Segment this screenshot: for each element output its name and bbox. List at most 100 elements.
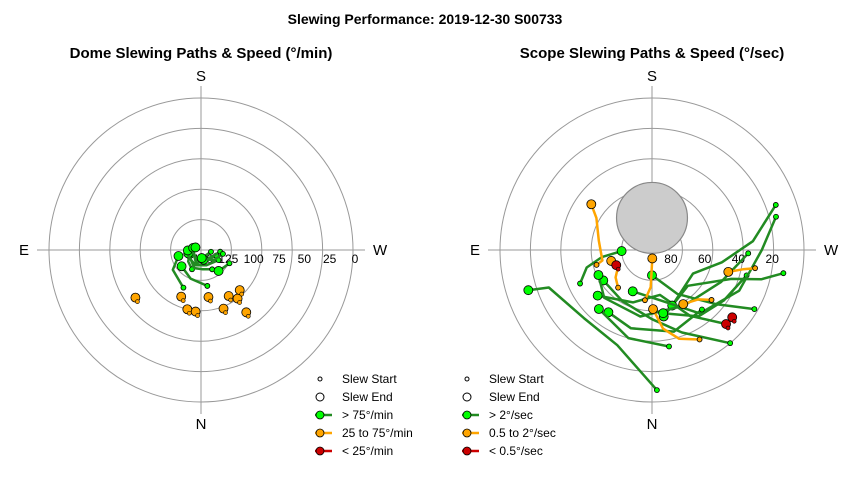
cardinal-bottom: N <box>647 416 658 433</box>
cardinal-left: E <box>470 242 480 259</box>
legend-marker-mid <box>462 428 472 438</box>
slew-end-marker <box>593 304 604 314</box>
cardinal-bottom: N <box>196 416 207 433</box>
slew-path-15 <box>590 203 604 266</box>
radial-tick-label: 60 <box>698 252 712 266</box>
slew-point-start-9 <box>135 299 140 304</box>
slew-start-marker <box>772 202 779 208</box>
slew-end-marker <box>616 246 627 256</box>
slew-start-marker <box>204 283 211 289</box>
slew-end-marker <box>647 253 658 264</box>
slew-start-marker <box>699 306 705 313</box>
slew-point-start-5 <box>195 313 200 318</box>
slew-path-8 <box>632 216 778 315</box>
slew-path-11 <box>578 249 622 284</box>
slew-path-5 <box>671 204 777 307</box>
slew-start-marker <box>727 340 734 347</box>
legend-label: < 0.5°/sec <box>489 444 543 458</box>
slew-path-16 <box>682 298 712 306</box>
slew-end-marker <box>627 286 638 297</box>
slew-path-13 <box>643 258 654 301</box>
radial-tick-label: 20 <box>766 252 780 266</box>
legend-marker-slow <box>315 446 325 456</box>
slew-start-marker <box>220 250 226 257</box>
slew-start-marker <box>642 297 648 304</box>
slew-start-marker <box>745 250 752 257</box>
slew-path-7 <box>180 265 208 288</box>
legend: Slew Start Slew End > 2°/sec 0.5 to 2°/sec <… <box>462 372 556 458</box>
slew-end-marker <box>658 308 669 319</box>
slew-point-start-1 <box>731 319 737 324</box>
radial-tick-label: 75 <box>272 252 286 266</box>
legend-marker-fast <box>315 410 325 420</box>
radial-tick-label: 25 <box>323 252 337 266</box>
radial-tick-label: 80 <box>664 252 678 266</box>
slew-point-start-0 <box>208 298 213 304</box>
dome-polar-chart: Dome Slewing Paths & Speed (°/min)SNEW15… <box>19 45 413 458</box>
slew-start-marker <box>615 284 621 291</box>
slew-point-start-4 <box>245 314 251 319</box>
legend-start-marker <box>464 376 470 382</box>
legend-label: Slew End <box>342 390 393 404</box>
legend-end-marker <box>315 392 325 402</box>
slew-path-9 <box>607 308 703 333</box>
legend-label: Slew Start <box>342 372 397 386</box>
legend: Slew Start Slew End > 75°/min 25 to 75°/min… <box>315 372 413 458</box>
legend-label: Slew Start <box>489 372 544 386</box>
legend-end-marker <box>462 392 472 402</box>
scope-polar-chart: Scope Slewing Paths & Speed (°/sec) S N E W 8… <box>462 45 839 458</box>
cardinal-right: W <box>824 242 839 259</box>
slew-start-marker <box>752 265 759 272</box>
slew-path-7 <box>662 274 748 318</box>
slew-point-start-0 <box>725 325 731 331</box>
legend-label: > 2°/sec <box>489 408 533 422</box>
slew-point-start-8 <box>239 291 245 297</box>
slew-end-marker <box>196 253 207 263</box>
slew-end-marker <box>592 290 603 301</box>
slew-end-marker <box>173 251 184 261</box>
slew-path-0 <box>528 286 658 391</box>
slew-point-start-6 <box>223 310 228 315</box>
slew-end-marker <box>176 261 187 272</box>
slew-end-marker <box>678 299 689 310</box>
slew-path-12 <box>651 308 700 341</box>
slew-path-17 <box>728 266 756 274</box>
slew-end-marker <box>213 266 224 276</box>
legend-start-marker <box>317 376 323 382</box>
legend-marker-fast <box>462 410 472 420</box>
panel-title: Scope Slewing Paths & Speed (°/sec) <box>520 45 784 62</box>
slew-end-marker <box>523 285 534 296</box>
panel-title: Dome Slewing Paths & Speed (°/min) <box>70 45 333 62</box>
legend-label: < 25°/min <box>342 444 393 458</box>
legend-label: 25 to 75°/min <box>342 426 413 440</box>
obscured-region <box>615 181 689 254</box>
slew-path-10 <box>598 308 670 348</box>
radial-tick-label: 40 <box>732 252 746 266</box>
slew-start-marker <box>780 270 787 277</box>
slew-start-marker <box>577 280 583 287</box>
radial-tick-label: 0 <box>352 252 359 266</box>
cardinal-top: S <box>196 68 206 85</box>
slew-point-start-2 <box>228 297 233 303</box>
slew-path-8 <box>171 255 185 289</box>
slew-point-start-1 <box>180 298 186 303</box>
slew-end-marker <box>648 304 658 315</box>
radial-tick-label: 100 <box>244 252 264 266</box>
slew-end-marker <box>593 270 604 280</box>
figure-title: Slewing Performance: 2019-12-30 S00733 <box>288 11 563 27</box>
slew-point-start-2 <box>615 266 621 272</box>
slew-start-marker <box>208 248 214 255</box>
legend-label: > 75°/min <box>342 408 393 422</box>
slew-start-marker <box>653 387 660 393</box>
slew-start-marker <box>226 260 233 267</box>
cardinal-right: W <box>373 242 388 259</box>
slew-end-marker <box>190 242 201 253</box>
radial-tick-label: 50 <box>298 252 312 266</box>
slew-end-marker <box>586 199 597 210</box>
slew-path-2 <box>597 293 727 326</box>
legend-label: 0.5 to 2°/sec <box>489 426 556 440</box>
slew-end-marker <box>723 266 734 277</box>
slew-start-marker <box>773 213 779 220</box>
slew-start-marker <box>696 336 703 343</box>
